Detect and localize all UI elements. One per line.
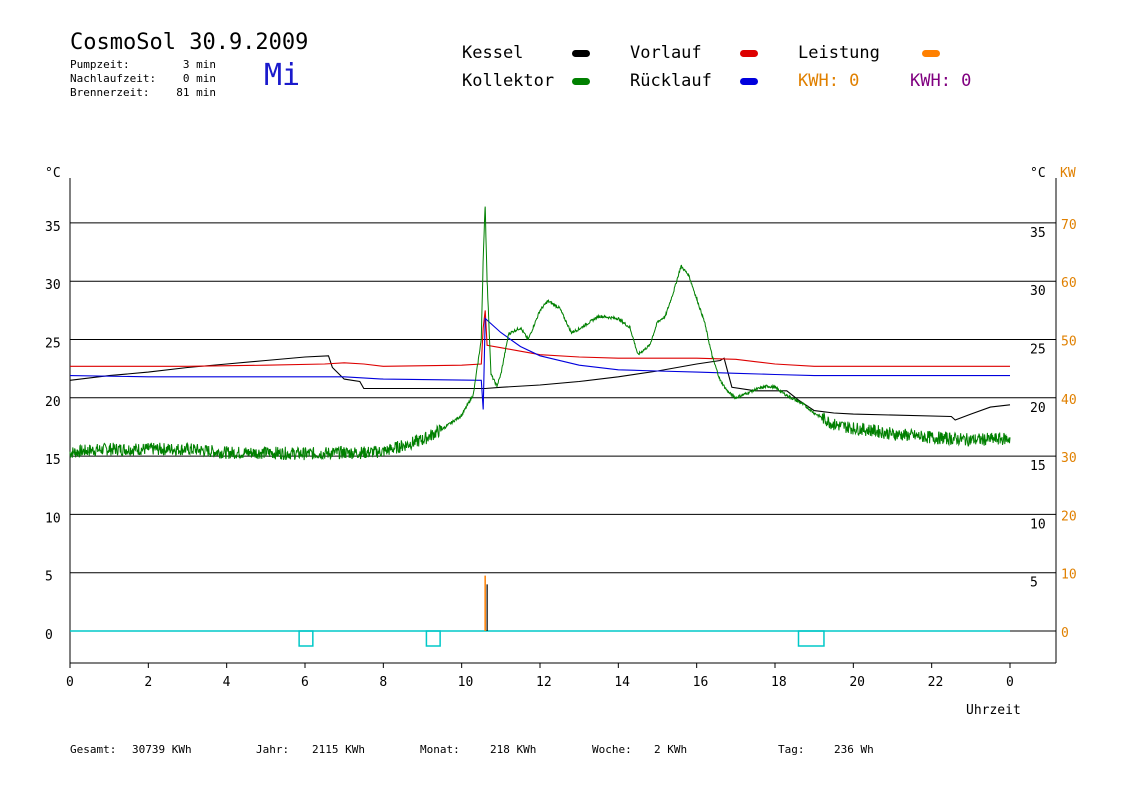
x-tick-label: 22 [928,675,944,690]
info-label: Brennerzeit: [70,86,150,99]
y-tick-label-kw: 60 [1061,276,1077,291]
info-brennerzeit: Brennerzeit: 81 min [70,86,216,99]
y-tick-label-left: 5 [45,570,53,585]
energy-summary: Gesamt: 30739 KWh Jahr: 2115 KWh Monat: 218 K… [70,743,914,756]
x-tick-label: 0 [66,675,74,690]
pump-interval-mark [298,630,314,647]
info-value: 81 min [176,86,216,99]
y-tick-label-right: 5 [1030,576,1038,591]
y-axis-unit-left: °C [45,166,61,181]
info-value: 0 min [182,72,216,85]
y-tick-label-left: 15 [45,453,61,468]
y-tick-label-kw: 40 [1061,393,1077,408]
legend-kessel-label: Kessel [462,43,524,63]
x-axis-label: Uhrzeit [966,703,1021,718]
legend-kollektor-label: Kollektor [462,71,555,91]
y-tick-label-left: 35 [45,220,61,235]
info-label: Nachlaufzeit: [70,72,157,85]
y-tick-label-kw: 0 [1061,626,1069,641]
y-tick-label-kw: 10 [1061,568,1077,583]
weekday-label: Mi [264,58,301,93]
legend-leistung-swatch [922,50,940,57]
footer-woche-label: Woche: [592,743,632,756]
x-tick-label: 12 [536,675,552,690]
info-nachlaufzeit: Nachlaufzeit: 0 min [70,72,216,85]
y-tick-label-right: 35 [1030,226,1046,241]
legend-ruecklauf-swatch [740,78,758,85]
legend-kwh-secondary: KWH: 0 [910,71,972,91]
footer-woche-value: 2 KWh [654,743,688,756]
y-tick-label-right: 15 [1030,459,1046,474]
footer-gesamt-label: Gesamt: [70,743,117,756]
footer-jahr-label: Jahr: [256,743,290,756]
info-pumpzeit: Pumpzeit: 3 min [70,58,216,71]
info-value: 3 min [182,58,216,71]
x-tick-label: 14 [614,675,630,690]
footer-monat-label: Monat: [420,743,460,756]
y-tick-label-left: 10 [45,511,61,526]
footer-jahr-value: 2115 KWh [312,743,365,756]
legend-leistung-label: Leistung [798,43,880,63]
x-tick-label: 0 [1006,675,1014,690]
series-line-kollektor [69,206,1011,461]
y-tick-label-right: 10 [1030,517,1046,532]
legend-kollektor-swatch [572,78,590,85]
y-tick-label-right: 20 [1030,401,1046,416]
series-line-kessel [69,355,1011,421]
y-axis-unit-kw: KW [1060,166,1076,181]
y-tick-label-kw: 20 [1061,509,1077,524]
x-tick-label: 6 [301,675,309,690]
y-tick-label-left: 25 [45,337,61,352]
y-tick-label-right: 30 [1030,284,1046,299]
legend-kessel-swatch [572,50,590,57]
series-line-vorlauf [70,310,1010,367]
footer-monat-value: 218 KWh [490,743,537,756]
x-tick-label: 10 [458,675,474,690]
y-tick-label-left: 0 [45,628,53,643]
chart-title: CosmoSol 30.9.2009 [70,30,309,55]
y-tick-label-kw: 50 [1061,335,1077,350]
footer-tag-label: Tag: [778,743,805,756]
x-tick-label: 20 [849,675,865,690]
footer-tag-value: 236 Wh [834,743,874,756]
pump-interval-mark [425,630,441,647]
legend-vorlauf-swatch [740,50,758,57]
pump-interval-mark [797,630,825,647]
x-tick-label: 18 [771,675,787,690]
y-tick-label-right: 25 [1030,343,1046,358]
footer-gesamt-value: 30739 KWh [132,743,192,756]
y-axis-unit-right: °C [1030,166,1046,181]
y-tick-label-kw: 70 [1061,218,1077,233]
x-tick-label: 2 [144,675,152,690]
x-tick-label: 16 [693,675,709,690]
y-tick-label-left: 30 [45,278,61,293]
legend-kwh-leistung: KWH: 0 [798,71,860,91]
y-tick-label-left: 20 [45,395,61,410]
y-tick-label-kw: 30 [1061,451,1077,466]
x-tick-label: 4 [223,675,231,690]
legend-ruecklauf-label: Rücklauf [630,71,712,91]
x-tick-label: 8 [379,675,387,690]
series-line-rcklauf [69,317,1010,410]
info-label: Pumpzeit: [70,58,130,71]
legend-vorlauf-label: Vorlauf [630,43,702,63]
